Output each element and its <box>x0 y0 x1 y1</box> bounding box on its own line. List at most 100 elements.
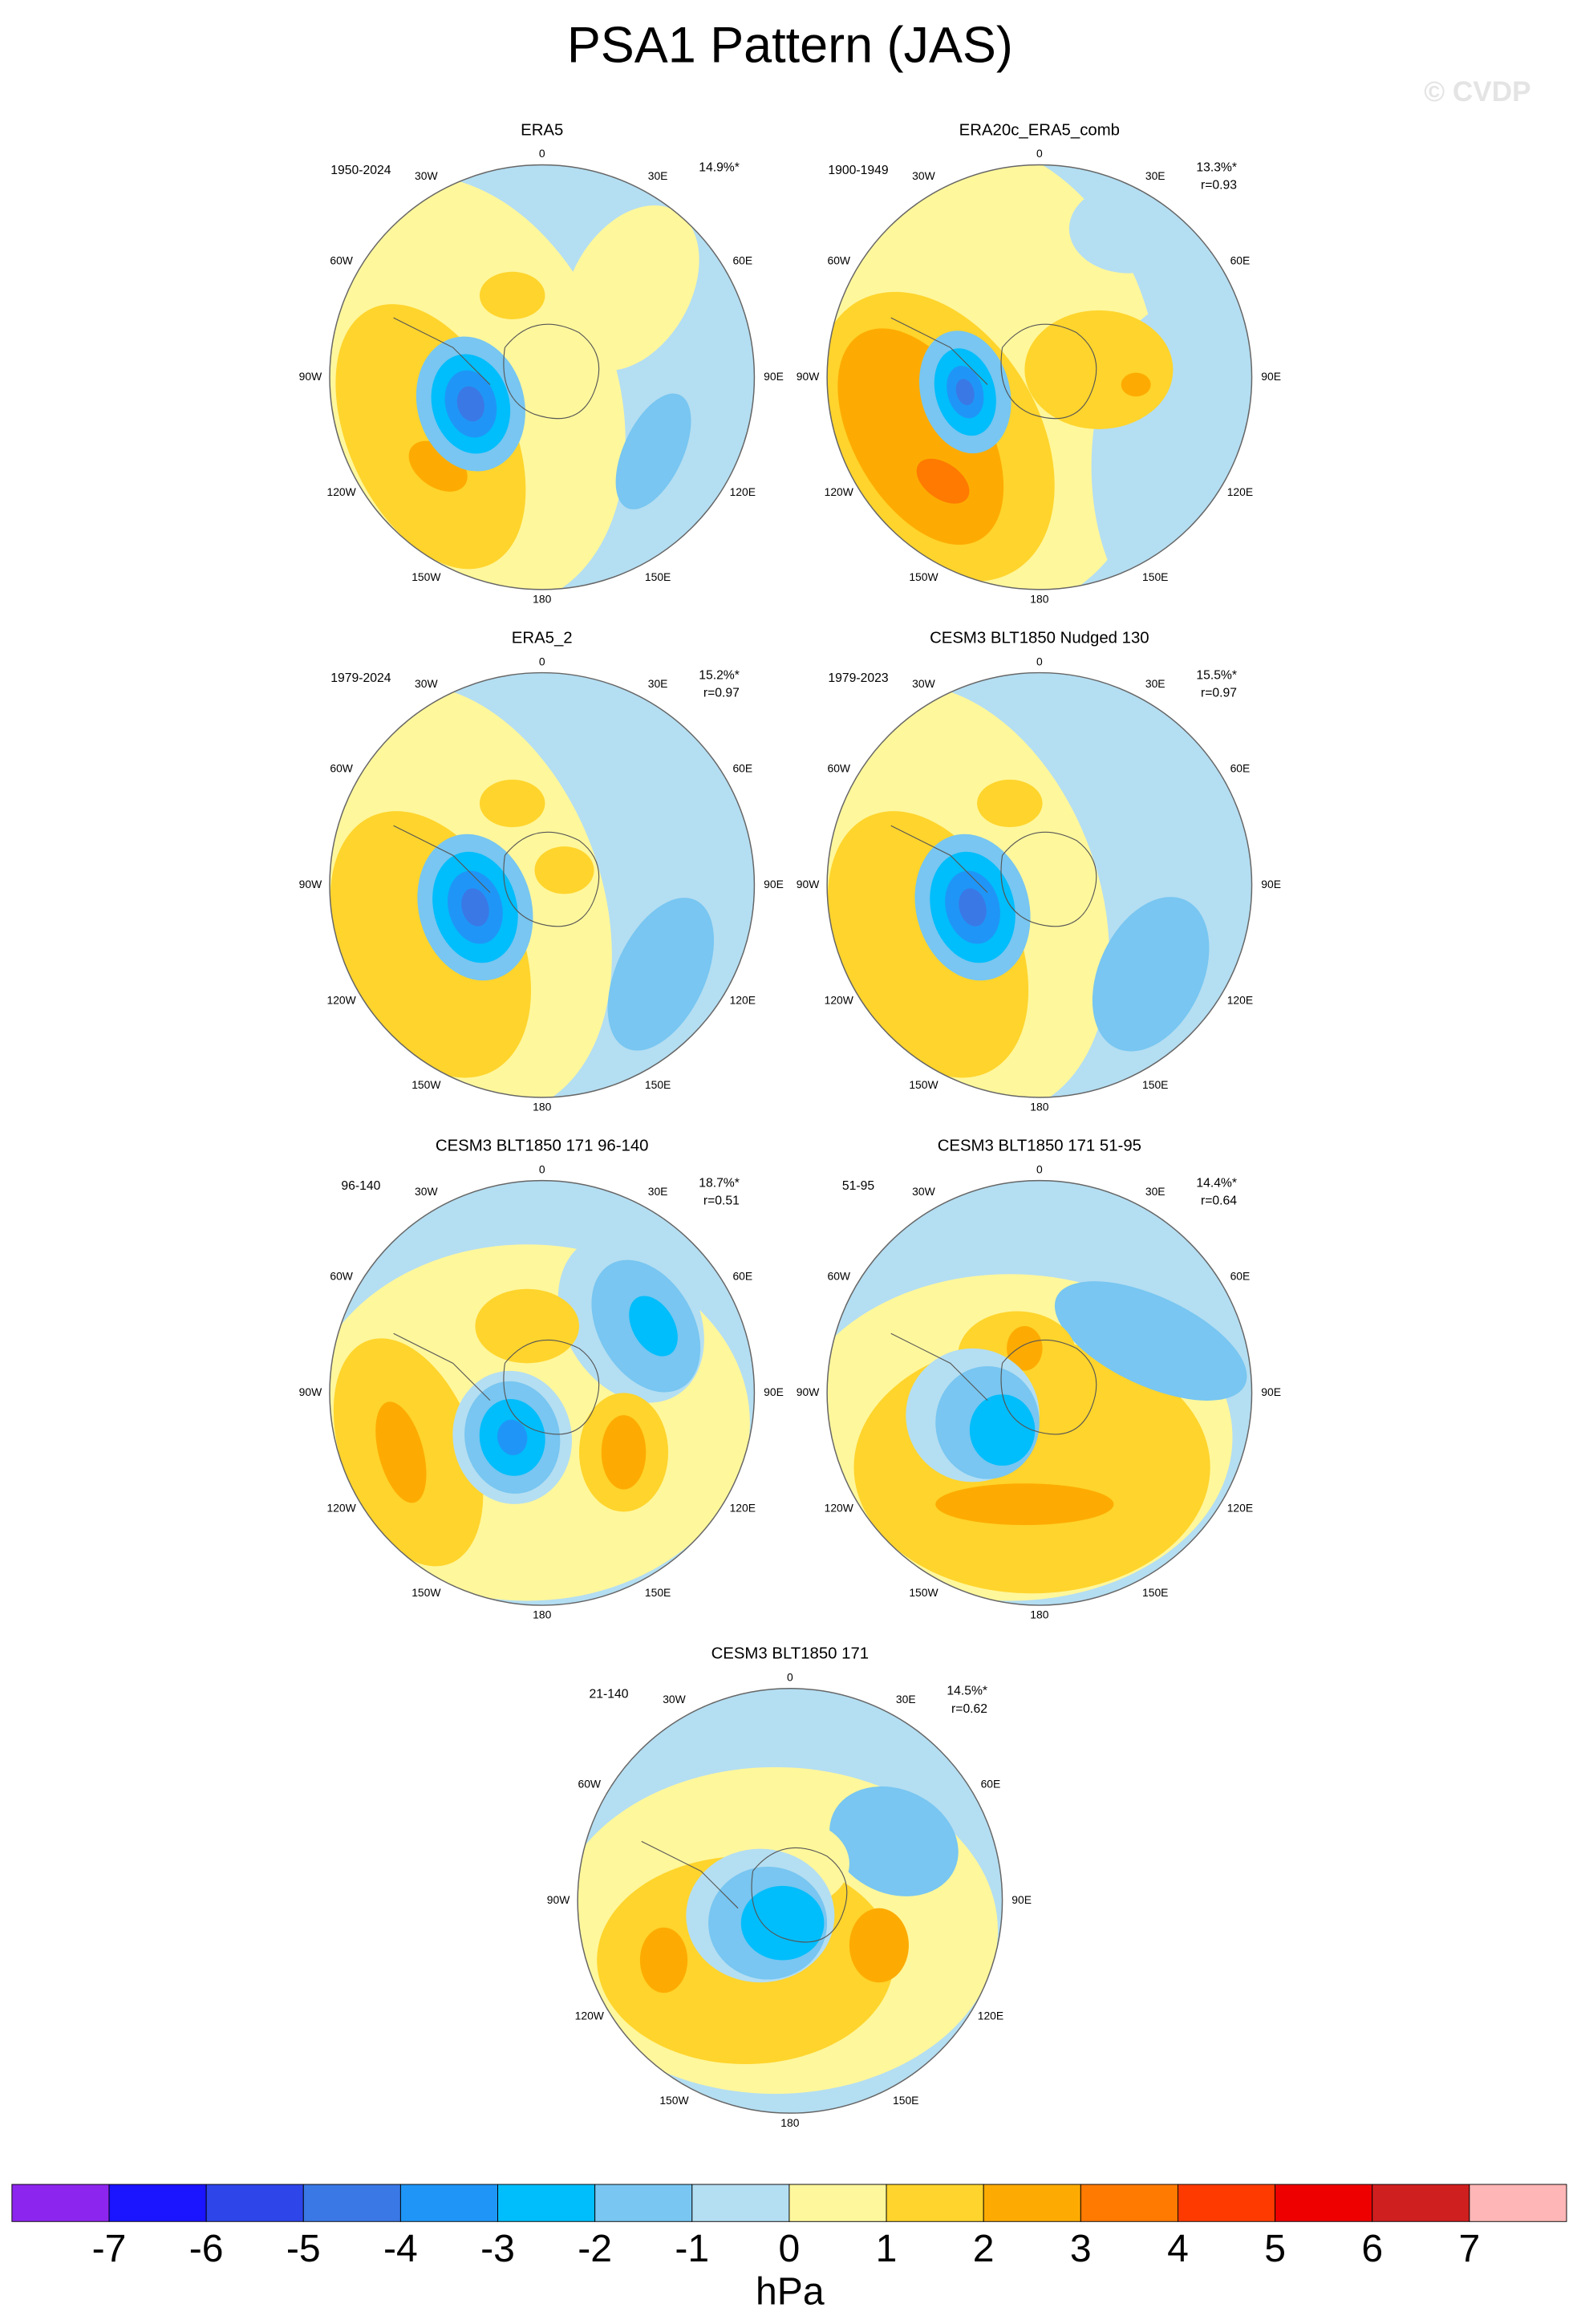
longitude-label: 120E <box>730 993 756 1006</box>
period-label: 96-140 <box>341 1179 380 1193</box>
correlation-label: r=0.64 <box>1201 1194 1237 1208</box>
contour-region <box>1007 1326 1043 1371</box>
longitude-label: 30E <box>648 677 668 690</box>
longitude-label: 90E <box>764 878 784 890</box>
contour-region <box>629 1296 678 1357</box>
contour-region <box>849 1908 909 1983</box>
longitude-label: 30E <box>1145 1185 1166 1198</box>
longitude-label: 30E <box>896 1693 916 1705</box>
longitude-label: 180 <box>780 2116 799 2129</box>
longitude-label: 150E <box>893 2094 918 2107</box>
longitude-label: 30W <box>912 169 935 182</box>
contour-region <box>479 271 545 319</box>
map-panel <box>578 1688 1003 2114</box>
contour-region <box>456 386 484 422</box>
longitude-label: 120W <box>825 485 854 498</box>
panel-title: CESM3 BLT1850 171 96-140 <box>436 1137 649 1154</box>
longitude-label: 60W <box>578 1778 601 1791</box>
colorbar-box <box>691 2184 790 2222</box>
period-label: 21-140 <box>590 1687 629 1701</box>
colorbar-box <box>108 2184 207 2222</box>
longitude-label: 90W <box>299 1385 322 1398</box>
variance-label: 15.5%* <box>1196 668 1237 682</box>
longitude-label: 60W <box>827 253 850 266</box>
correlation-label: r=0.97 <box>703 687 740 700</box>
contour-region <box>461 888 489 927</box>
colorbar-tick-label: 1 <box>876 2227 898 2270</box>
colorbar-box <box>302 2184 401 2222</box>
variance-label: 14.9%* <box>699 160 740 174</box>
contour-region <box>1054 1281 1247 1401</box>
longitude-label: 150E <box>1142 1586 1168 1599</box>
longitude-label: 60E <box>732 762 752 775</box>
contour-region <box>479 779 545 828</box>
longitude-label: 60W <box>827 762 850 775</box>
longitude-label: 150E <box>645 1078 671 1091</box>
longitude-label: 180 <box>533 1608 551 1621</box>
colorbar-box <box>886 2184 984 2222</box>
period-label: 1950-2024 <box>330 164 391 177</box>
longitude-label: 60E <box>732 1270 752 1283</box>
map-border <box>329 671 756 1098</box>
longitude-label: 60E <box>1230 1270 1251 1283</box>
panel-title: CESM3 BLT1850 Nudged 130 <box>930 629 1149 647</box>
colorbar-tick-label: -4 <box>383 2227 418 2270</box>
longitude-label: 90E <box>1261 1385 1281 1398</box>
longitude-label: 150W <box>909 1078 938 1091</box>
longitude-label: 0 <box>1036 147 1043 160</box>
longitude-label: 180 <box>1030 1101 1048 1113</box>
correlation-label: r=0.62 <box>951 1702 987 1716</box>
longitude-label: 150W <box>411 570 441 583</box>
coastline <box>641 1840 848 1943</box>
longitude-label: 90E <box>1011 1893 1032 1906</box>
colorbar-tick-label: 2 <box>973 2227 995 2270</box>
longitude-label: 150E <box>1142 1078 1168 1091</box>
map-panel <box>330 164 755 590</box>
colorbar-tick-label: 5 <box>1264 2227 1286 2270</box>
contour-region <box>375 1401 427 1503</box>
longitude-label: 180 <box>1030 593 1048 606</box>
colorbar-tick-label: -6 <box>189 2227 224 2270</box>
contour-region <box>1024 310 1174 429</box>
longitude-label: 120W <box>327 485 357 498</box>
longitude-label: 30E <box>1145 169 1166 182</box>
longitude-label: 60W <box>330 1270 353 1283</box>
longitude-label: 30W <box>415 677 438 690</box>
longitude-label: 60W <box>330 762 353 775</box>
coastline <box>393 1332 600 1435</box>
colorbar-box <box>983 2184 1081 2222</box>
map-panel <box>827 164 1252 590</box>
correlation-label: r=0.93 <box>1201 179 1237 193</box>
longitude-label: 30W <box>663 1693 686 1705</box>
longitude-label: 120E <box>1227 485 1253 498</box>
colorbar-tick-label: -1 <box>675 2227 709 2270</box>
colorbar-box <box>11 2184 110 2222</box>
map-panel <box>330 1180 755 1606</box>
longitude-label: 180 <box>533 1101 551 1113</box>
panel-title: ERA5_2 <box>512 629 573 647</box>
map-panel <box>827 672 1252 1097</box>
colorbar-tick-label: 7 <box>1458 2227 1480 2270</box>
colorbar-tick-label: 3 <box>1070 2227 1092 2270</box>
map-panel <box>330 672 755 1097</box>
colorbar-box <box>788 2184 887 2222</box>
coastline <box>393 825 600 927</box>
correlation-label: r=0.51 <box>703 1194 740 1208</box>
panel-title: ERA5 <box>521 121 563 139</box>
map-border <box>329 164 756 590</box>
longitude-label: 150E <box>645 570 671 583</box>
coastline <box>890 1332 1097 1435</box>
contour-region <box>534 846 594 894</box>
map-border <box>577 1687 1003 2114</box>
colorbar-tick-label: -2 <box>578 2227 612 2270</box>
colorbar-box <box>1372 2184 1470 2222</box>
longitude-label: 90E <box>764 370 784 383</box>
longitude-label: 0 <box>539 655 545 667</box>
longitude-label: 30W <box>415 169 438 182</box>
longitude-label: 150W <box>909 1586 938 1599</box>
variance-label: 18.7%* <box>699 1176 740 1190</box>
colorbar-box <box>399 2184 498 2222</box>
longitude-label: 120W <box>327 993 357 1006</box>
longitude-label: 120E <box>1227 993 1253 1006</box>
